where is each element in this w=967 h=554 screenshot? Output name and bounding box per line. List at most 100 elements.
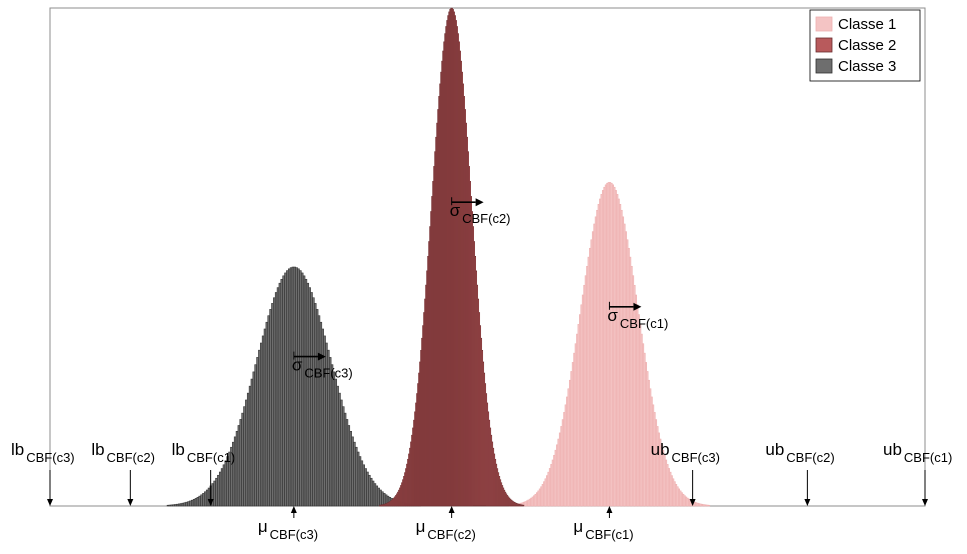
legend: Classe 1 Classe 2 Classe 3 [809,9,921,82]
lb-label-1: lb CBF(c3) [11,440,75,465]
mu-arrow-2 [448,506,455,518]
bar [166,504,170,507]
bar [381,491,384,507]
sigma-label-1: σ CBF(c3) [292,356,353,381]
bar [271,303,274,507]
legend-swatch-3 [815,58,833,74]
lb-arrow-1 [47,470,53,506]
bar [304,278,308,507]
bar [267,315,270,507]
bar [276,287,280,507]
mu-label-3: μ CBF(c1) [573,517,633,542]
bar [273,297,276,507]
bar [370,477,373,507]
bar [181,502,185,507]
mu-arrow-3 [606,506,613,518]
bar [233,436,237,507]
ub-label-2: ub CBF(c2) [765,440,834,465]
bar [263,328,267,507]
bar [368,474,371,507]
sigma-arrow-1 [293,351,326,361]
bar [330,364,334,507]
bar [269,309,272,507]
bar [235,430,239,507]
bar [237,425,241,507]
bar [213,480,216,507]
bar [224,460,227,507]
bar [248,385,252,507]
bar [179,503,183,507]
legend-label-1: Classe 1 [838,16,896,33]
bar [265,321,269,507]
bar [191,499,194,507]
ub-label-1: ub CBF(c3) [651,440,720,465]
bar [308,287,311,507]
bar [319,321,323,507]
bar [345,419,349,507]
bar [254,364,257,507]
legend-label-3: Classe 3 [838,58,896,75]
bar [343,412,347,507]
bar [353,441,356,507]
ub-arrow-1 [689,470,696,506]
bar [306,282,310,507]
bar [168,504,172,507]
bar [364,468,367,507]
bar [284,272,287,507]
lb-label-2: lb CBF(c2) [91,440,155,465]
bar [220,468,224,507]
bar [299,270,302,507]
legend-label-2: Classe 2 [838,37,896,54]
bar [261,335,265,507]
bar [291,266,295,507]
bar [351,436,354,507]
bar [241,412,244,507]
bar [349,430,352,507]
bar [293,266,296,507]
bar [280,278,283,507]
bar [358,456,362,507]
bar [366,471,369,507]
bars-layer [166,7,711,507]
bar [286,270,289,507]
sigma-label-3: σ CBF(c1) [607,306,668,331]
bar [170,504,173,507]
lb-label-3: lb CBF(c1) [172,440,236,465]
bar [379,489,382,507]
bar [708,504,711,507]
bar [196,497,200,507]
bar [192,499,196,507]
series-3-bars [166,266,421,507]
bar [176,503,179,507]
bar [183,502,186,507]
bar [332,371,336,507]
ub-arrow-3 [922,470,928,506]
bar [202,493,205,507]
bar [315,309,319,507]
sigma-arrow-2 [451,197,484,207]
bar [217,474,220,507]
bar [340,399,343,507]
bar [222,464,226,507]
bar [205,489,209,507]
bar [278,282,282,507]
bar [282,275,285,507]
bar [258,349,261,507]
bar [245,399,248,507]
bar [312,297,315,507]
bar [295,267,298,507]
bar [375,485,379,507]
series-2-bars [379,7,525,507]
bar [336,385,339,507]
bar [297,268,300,507]
bar [256,357,259,507]
bar [200,494,203,507]
bar [310,292,313,507]
bar [373,483,377,507]
bar [522,504,525,507]
bar [301,272,304,507]
bar [187,501,190,507]
ub-arrow-2 [804,470,811,506]
bar [338,392,341,507]
bar [377,487,380,507]
